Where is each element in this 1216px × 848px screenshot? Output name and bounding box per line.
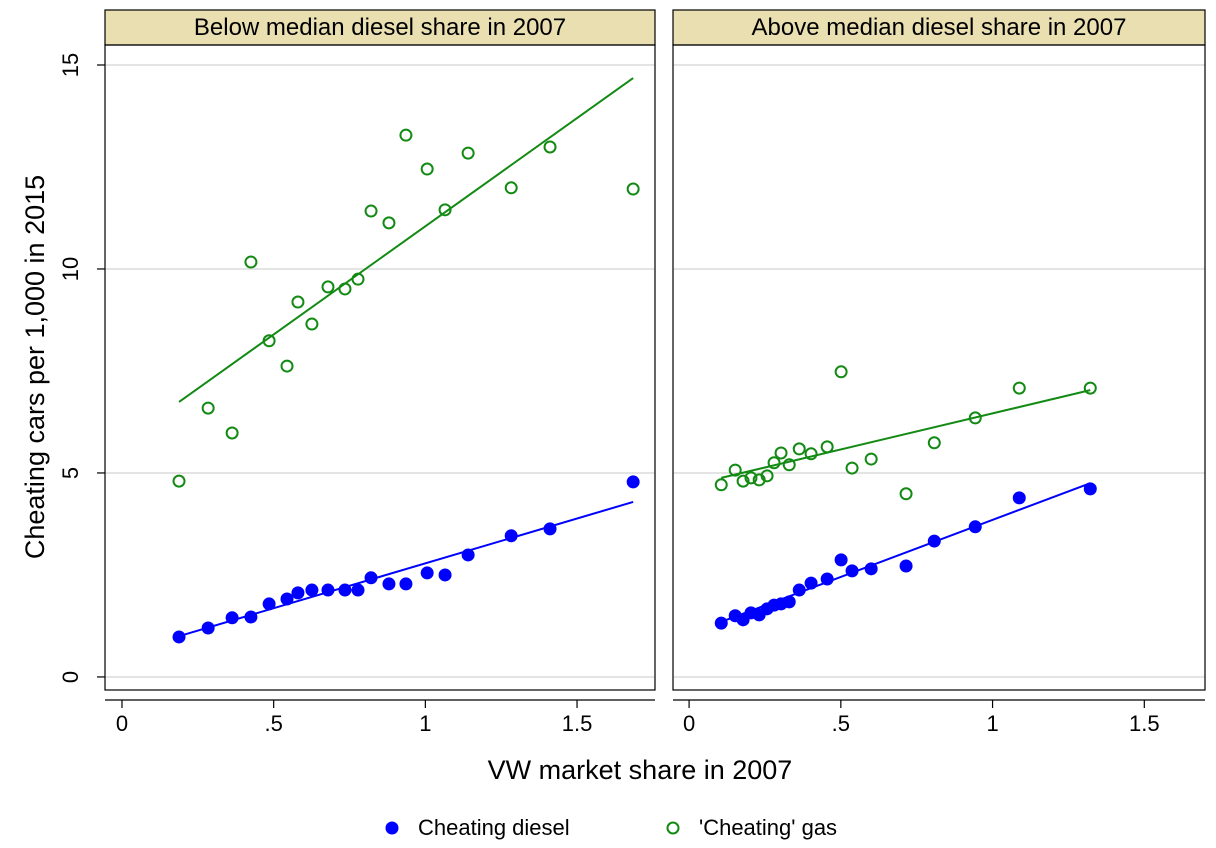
point [834, 553, 848, 567]
y-tick-label: 0 [58, 671, 83, 683]
point [280, 592, 294, 606]
point [399, 128, 413, 142]
plot-frame [672, 44, 1206, 691]
x-tick-label: .5 [264, 711, 282, 736]
point [382, 577, 396, 591]
y-tick-label: 5 [58, 467, 83, 479]
point [820, 572, 834, 586]
legend-label: 'Cheating' gas [699, 815, 837, 840]
point [626, 182, 640, 196]
point [338, 282, 352, 296]
point [760, 469, 774, 483]
point [782, 458, 796, 472]
point [927, 534, 941, 548]
fit-line [178, 77, 634, 403]
panel-title: Below median diesel share in 2007 [194, 14, 566, 41]
point [864, 452, 878, 466]
point [172, 474, 186, 488]
point [968, 411, 982, 425]
point [1083, 482, 1097, 496]
point [201, 621, 215, 635]
legend-marker [666, 821, 680, 835]
point [927, 436, 941, 450]
point [792, 583, 806, 597]
point [1083, 381, 1097, 395]
point [364, 571, 378, 585]
point [420, 566, 434, 580]
point [899, 559, 913, 573]
point [305, 317, 319, 331]
point [782, 595, 796, 609]
point [291, 586, 305, 600]
point [504, 529, 518, 543]
fit-line [721, 389, 1091, 479]
point [244, 610, 258, 624]
y-tick-label: 10 [58, 257, 83, 281]
point [201, 401, 215, 415]
plot-frame [104, 44, 656, 691]
point [351, 583, 365, 597]
point [438, 568, 452, 582]
point [804, 447, 818, 461]
point [321, 280, 335, 294]
legend-marker [385, 821, 399, 835]
point [834, 365, 848, 379]
point [172, 630, 186, 644]
point [1012, 381, 1026, 395]
point [626, 475, 640, 489]
point [792, 442, 806, 456]
point [461, 146, 475, 160]
panel-header [672, 9, 1206, 46]
point [364, 204, 378, 218]
point [744, 471, 758, 485]
point [845, 564, 859, 578]
legend-label: Cheating diesel [418, 815, 570, 840]
x-tick-label: 1.5 [562, 711, 593, 736]
point [543, 140, 557, 154]
point [543, 522, 557, 536]
point [420, 162, 434, 176]
point [399, 577, 413, 591]
panel-title: Above median diesel share in 2007 [752, 14, 1127, 41]
x-tick-label: 1 [986, 711, 998, 736]
point [225, 611, 239, 625]
point [338, 583, 352, 597]
point [291, 295, 305, 309]
point [351, 272, 365, 286]
point [244, 255, 258, 269]
x-tick-label: .5 [832, 711, 850, 736]
point [262, 597, 276, 611]
x-tick-label: 1.5 [1129, 711, 1160, 736]
point [736, 474, 750, 488]
point [382, 216, 396, 230]
point [461, 548, 475, 562]
point [820, 440, 834, 454]
point [714, 616, 728, 630]
point [728, 463, 742, 477]
point [1012, 491, 1026, 505]
y-axis-label: Cheating cars per 1,000 in 2015 [20, 175, 50, 559]
point [305, 583, 319, 597]
point [714, 478, 728, 492]
point [864, 562, 878, 576]
point [845, 461, 859, 475]
point [804, 576, 818, 590]
point [280, 359, 294, 373]
point [262, 334, 276, 348]
point [504, 181, 518, 195]
point [321, 583, 335, 597]
point [438, 203, 452, 217]
x-axis-label: VW market share in 2007 [488, 755, 793, 785]
x-tick-label: 1 [419, 711, 431, 736]
point [225, 426, 239, 440]
y-tick-label: 15 [58, 53, 83, 77]
point [767, 456, 781, 470]
x-tick-label: 0 [683, 711, 695, 736]
x-tick-label: 0 [116, 711, 128, 736]
point [968, 520, 982, 534]
panel-header [104, 9, 656, 46]
point [774, 446, 788, 460]
point [899, 487, 913, 501]
